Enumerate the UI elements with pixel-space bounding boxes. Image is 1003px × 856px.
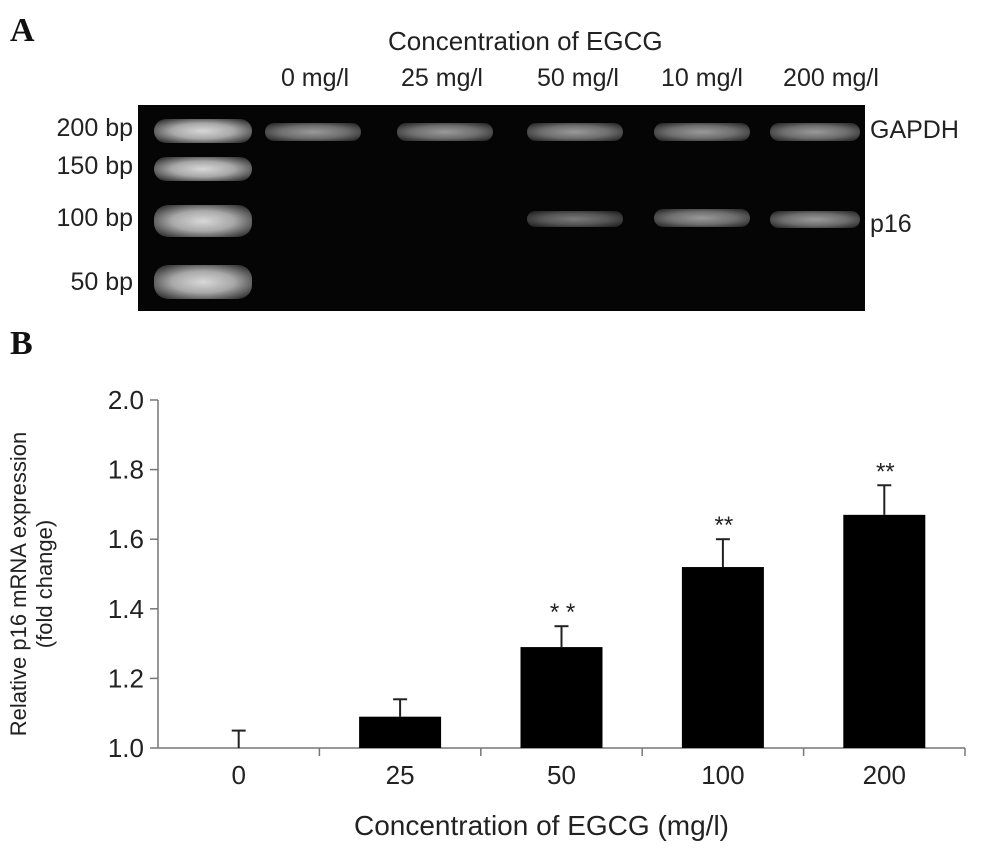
gapdh-band-lane-4 [654, 123, 750, 141]
gapdh-band-lane-5 [770, 123, 860, 141]
lane-label-0: 0 mg/l [280, 64, 350, 92]
lane-label-3: 10 mg/l [661, 64, 743, 92]
y-axis-label-line-2: (fold change) [32, 520, 57, 648]
bars: * * ** ** [231, 458, 926, 748]
lane-label-2: 50 mg/l [537, 64, 619, 92]
chart-labels: Relative p16 mRNA expression (fold chang… [6, 432, 729, 841]
gapdh-band-lane-1 [265, 123, 361, 141]
panel-letter-a: A [10, 12, 35, 49]
x-tick-label: 200 [863, 760, 906, 790]
ladder-band-200bp [154, 119, 252, 143]
ladder-label-200bp: 200 bp [56, 114, 133, 142]
y-tick-label: 1.0 [108, 733, 144, 763]
y-tick-label: 1.6 [108, 524, 144, 554]
y-axis-label-line-1: Relative p16 mRNA expression [6, 432, 31, 736]
x-axis-label: Concentration of EGCG (mg/l) [354, 810, 729, 841]
bar [359, 716, 442, 748]
y-axis: 1.0 1.2 1.4 1.6 1.8 2.0 [108, 385, 159, 763]
p16-band-lane-3 [527, 211, 623, 227]
gel-image [138, 105, 865, 311]
x-tick-label: 25 [386, 760, 415, 790]
band-label-gapdh: GAPDH [870, 116, 959, 144]
ladder-label-100bp: 100 bp [56, 204, 133, 232]
y-tick-label: 1.4 [108, 594, 144, 624]
significance-marker: ** [875, 458, 894, 485]
bar [681, 567, 764, 748]
p16-band-lane-4 [654, 209, 750, 227]
gapdh-band-lane-3 [527, 123, 623, 141]
ladder-band-100bp [154, 205, 252, 237]
significance-marker: ** [714, 512, 733, 539]
panel-letter-b: B [10, 325, 33, 362]
x-tick-label: 0 [231, 760, 245, 790]
ladder-band-50bp [154, 265, 252, 299]
band-label-p16: p16 [870, 210, 912, 238]
y-tick-label: 1.2 [108, 663, 144, 693]
gel-title: Concentration of EGCG [388, 26, 663, 56]
y-tick-label: 2.0 [108, 385, 144, 415]
bar [520, 647, 603, 748]
lane-label-4: 200 mg/l [783, 64, 879, 92]
p16-band-lane-5 [770, 211, 860, 228]
x-tick-label: 50 [547, 760, 576, 790]
gapdh-band-lane-2 [397, 123, 493, 141]
y-tick-label: 1.8 [108, 455, 144, 485]
lane-label-1: 25 mg/l [401, 64, 483, 92]
ladder-band-150bp [154, 157, 252, 181]
x-axis: 0 25 50 100 200 [158, 747, 966, 790]
x-tick-label: 100 [701, 760, 744, 790]
ladder-label-150bp: 150 bp [56, 152, 133, 180]
bar [843, 514, 926, 748]
significance-marker: * * [549, 599, 575, 626]
ladder-label-50bp: 50 bp [70, 268, 133, 296]
